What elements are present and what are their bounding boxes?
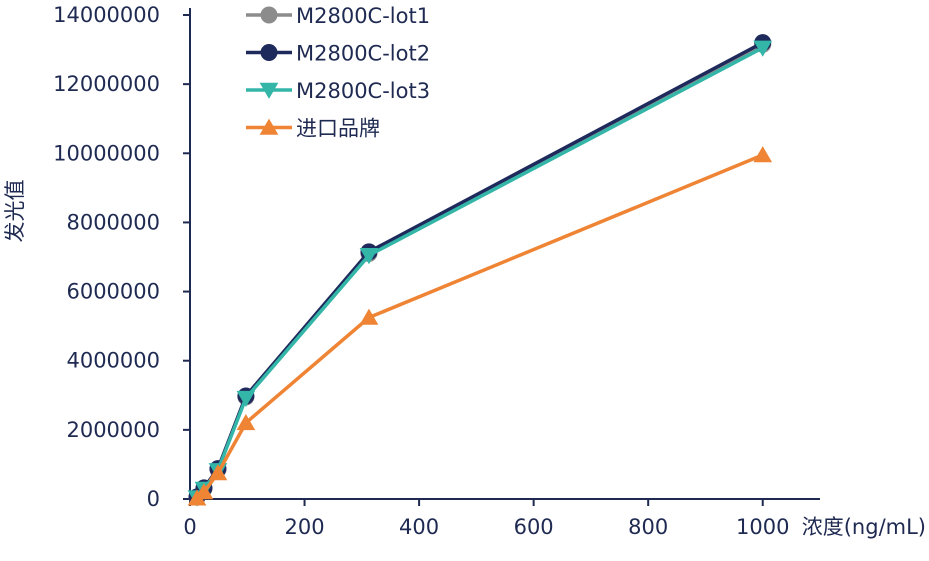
legend-marker <box>260 6 278 24</box>
legend-marker <box>260 44 278 61</box>
x-tick-label: 200 <box>284 515 324 539</box>
series-line <box>195 153 764 500</box>
legend-label: M2800C-lot2 <box>296 42 430 66</box>
data-point <box>753 146 773 163</box>
legend-item: M2800C-lot1 <box>246 4 430 28</box>
y-axis-label: 发光值 <box>3 180 27 243</box>
y-ticks: 0 2000000 4000000 6000000 8000000 10000000 120… <box>53 3 190 511</box>
y-tick-label: 4000000 <box>66 349 160 373</box>
data-point <box>359 248 379 265</box>
x-tick-label: 600 <box>514 515 554 539</box>
legend-item: M2800C-lot2 <box>246 42 430 66</box>
data-point <box>194 483 214 500</box>
y-tick-label: 6000000 <box>66 280 160 304</box>
y-tick-label: 2000000 <box>66 418 160 442</box>
legend-item: M2800C-lot3 <box>246 79 430 103</box>
x-ticks: 0 200 400 600 800 1000 <box>183 499 789 539</box>
x-tick-label: 0 <box>183 515 196 539</box>
data-point <box>236 414 256 431</box>
legend-label: M2800C-lot3 <box>296 79 430 103</box>
axes <box>189 8 820 500</box>
data-point <box>753 40 773 57</box>
legend-marker <box>259 118 279 135</box>
y-tick-label: 0 <box>147 487 160 511</box>
y-tick-label: 10000000 <box>53 141 160 165</box>
series-4 <box>187 146 773 506</box>
y-tick-label: 14000000 <box>53 3 160 27</box>
legend: M2800C-lot1 M2800C-lot2 M2800C-lot3 进口品牌 <box>246 4 430 141</box>
x-tick-label: 1000 <box>736 515 789 539</box>
series-2 <box>188 34 772 506</box>
legend-label: M2800C-lot1 <box>296 4 430 28</box>
y-tick-label: 12000000 <box>53 72 160 96</box>
data-point <box>236 390 256 407</box>
data-point <box>359 308 379 325</box>
data-point <box>208 464 228 481</box>
legend-label: 进口品牌 <box>296 117 380 141</box>
x-tick-label: 400 <box>399 515 439 539</box>
x-tick-label: 800 <box>628 515 668 539</box>
legend-item: 进口品牌 <box>246 117 380 141</box>
x-axis-label: 浓度(ng/mL) <box>802 515 926 539</box>
series-layer <box>187 34 773 507</box>
series-line <box>195 41 764 498</box>
y-tick-label: 8000000 <box>66 210 160 234</box>
legend-marker <box>259 82 279 99</box>
